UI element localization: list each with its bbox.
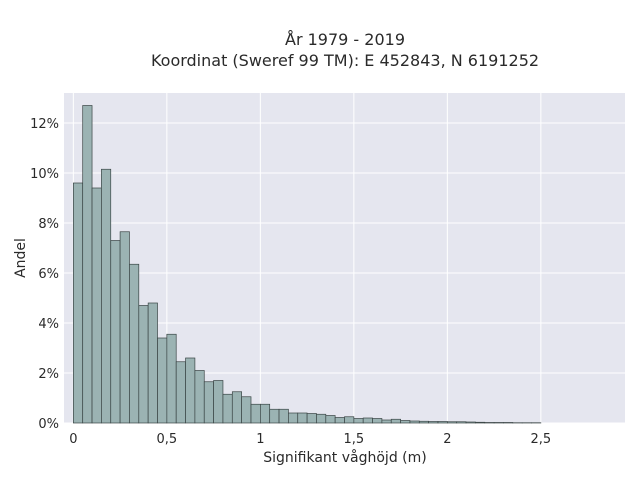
x-axis-label: Signifikant våghöjd (m) <box>263 449 426 466</box>
histogram-bar <box>400 420 411 424</box>
x-tick-label: 1 <box>256 432 264 447</box>
histogram-bar <box>138 305 149 424</box>
histogram-bar <box>484 422 495 424</box>
x-tick-label: 1,5 <box>344 432 365 447</box>
histogram-bar <box>334 417 345 424</box>
histogram-bar <box>157 337 168 424</box>
y-axis-label: Andel <box>13 238 29 278</box>
histogram-bar <box>175 361 186 424</box>
histogram-bar <box>250 403 261 424</box>
histogram-bar <box>418 420 429 424</box>
histogram-bar <box>72 182 84 424</box>
histogram-bar <box>353 418 364 424</box>
histogram-bar <box>447 421 458 424</box>
histogram-bar <box>372 418 383 424</box>
histogram-bar <box>129 263 140 424</box>
histogram-bar <box>381 419 392 424</box>
histogram-bar <box>101 168 112 424</box>
histogram-bar <box>456 421 467 424</box>
histogram-bar <box>91 187 102 424</box>
histogram-bar <box>185 357 196 424</box>
x-tick-label: 2,5 <box>531 432 552 447</box>
y-tick-label: 0% <box>38 417 59 432</box>
histogram-bar <box>344 416 355 424</box>
histogram-bar <box>362 417 373 424</box>
x-tick-label: 0,5 <box>157 432 178 447</box>
histogram-bar <box>278 408 289 424</box>
histogram-bar <box>390 418 401 424</box>
histogram-bar <box>260 403 271 424</box>
histogram-bar <box>203 381 214 424</box>
y-tick-label: 8% <box>38 217 59 232</box>
histogram-bar <box>119 231 130 424</box>
histogram-bar <box>316 413 327 424</box>
histogram-bar <box>493 422 504 424</box>
histogram-bar <box>231 391 243 424</box>
x-tick-label: 0 <box>69 432 77 447</box>
histogram-bar <box>241 396 252 424</box>
histogram-bar <box>306 413 317 424</box>
chart-title: År 1979 - 2019 <box>285 30 405 49</box>
histogram-bar <box>288 412 299 424</box>
x-tick-label: 2 <box>443 432 451 447</box>
histogram-bar <box>194 370 205 424</box>
histogram-bar <box>166 333 177 424</box>
y-tick-label: 6% <box>38 267 59 282</box>
histogram-bar <box>325 415 336 424</box>
tick-labels: 0 0,5 1 1,5 2 2,5 0% 2% 4% 6% 8% 10% 12% <box>30 117 551 447</box>
histogram-bar <box>213 380 224 424</box>
histogram-bar <box>428 421 439 424</box>
histogram-bar <box>437 421 448 424</box>
chart-subtitle: Koordinat (Sweref 99 TM): E 452843, N 61… <box>151 51 539 70</box>
histogram-bar <box>297 412 308 424</box>
y-tick-label: 4% <box>38 317 59 332</box>
histogram-bar <box>503 422 514 424</box>
histogram-bar <box>82 105 93 424</box>
histogram-bar <box>269 408 280 424</box>
histogram-bar <box>475 421 486 424</box>
histogram-bar <box>110 240 121 424</box>
y-tick-label: 12% <box>30 117 59 132</box>
bar-series <box>72 105 542 424</box>
histogram-bar <box>147 302 158 424</box>
y-tick-label: 10% <box>30 167 59 182</box>
histogram-bar <box>465 421 476 424</box>
histogram-bar <box>409 420 420 424</box>
y-tick-label: 2% <box>38 367 59 382</box>
histogram-bar <box>222 393 233 424</box>
